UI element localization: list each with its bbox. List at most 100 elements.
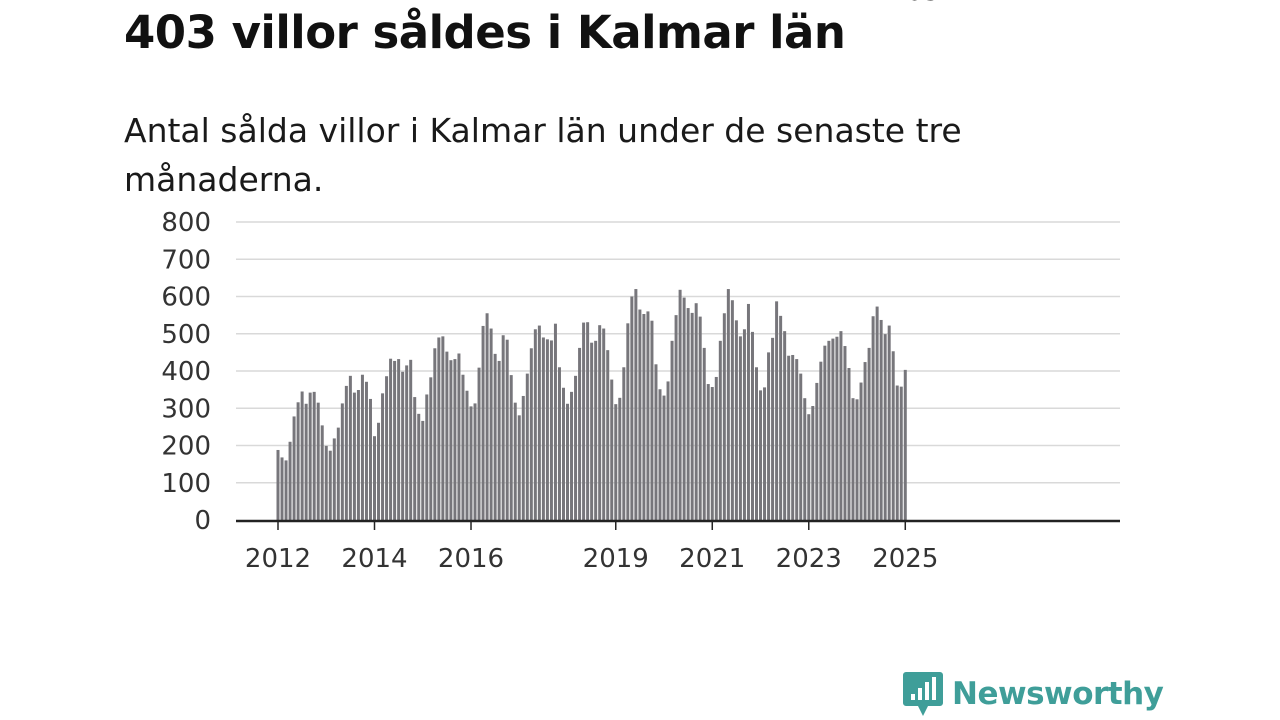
bar xyxy=(799,373,803,520)
bar xyxy=(328,450,332,520)
bar xyxy=(332,438,336,520)
bar xyxy=(843,346,847,520)
y-tick-label: 200 xyxy=(161,432,211,462)
bar xyxy=(373,436,376,520)
bar xyxy=(360,374,364,520)
bars xyxy=(276,289,907,521)
bar xyxy=(646,311,650,520)
bar xyxy=(413,397,417,520)
bar xyxy=(750,331,754,520)
bar xyxy=(899,386,903,520)
grid-lines xyxy=(236,221,1120,484)
bar xyxy=(582,322,586,520)
bar xyxy=(292,416,296,520)
bar xyxy=(344,385,348,520)
bar xyxy=(690,312,694,520)
x-tick-label: 2012 xyxy=(245,544,311,574)
brand-name: Newsworthy xyxy=(952,676,1164,712)
bar xyxy=(887,325,891,520)
bar xyxy=(767,352,771,521)
bar xyxy=(352,392,356,520)
bar xyxy=(441,336,445,520)
bar xyxy=(662,395,666,520)
bar xyxy=(525,373,529,520)
bar xyxy=(851,398,855,520)
bar xyxy=(574,375,578,520)
bar xyxy=(710,387,714,520)
bar xyxy=(421,420,425,520)
y-tick-label: 700 xyxy=(161,245,211,275)
bar xyxy=(549,340,553,520)
bar xyxy=(529,348,533,520)
bar xyxy=(517,415,521,520)
bar xyxy=(453,359,457,520)
bar xyxy=(493,353,497,520)
bar xyxy=(859,382,863,520)
bar xyxy=(276,449,280,520)
bar xyxy=(521,395,525,520)
bar xyxy=(401,371,405,520)
bar xyxy=(819,361,823,520)
bar xyxy=(348,375,352,520)
bar xyxy=(300,391,304,520)
x-axis-tick-labels: 2012 2014 2016 2019 2021 2023 2025 xyxy=(245,522,938,574)
bar xyxy=(477,367,481,520)
bar xyxy=(320,425,324,520)
bar xyxy=(437,337,441,520)
bar xyxy=(726,289,730,520)
bar xyxy=(658,389,662,520)
y-tick-label: 800 xyxy=(161,208,211,238)
bar xyxy=(650,320,654,520)
x-tick-label: 2014 xyxy=(341,544,407,574)
bar xyxy=(775,301,779,520)
bar xyxy=(541,337,545,520)
bar xyxy=(389,358,393,520)
bar xyxy=(871,316,875,520)
bar xyxy=(509,375,513,520)
bar xyxy=(501,335,505,520)
y-tick-label: 600 xyxy=(161,283,211,313)
bar xyxy=(811,406,815,520)
bar xyxy=(610,379,614,520)
bar xyxy=(497,360,501,520)
bar xyxy=(714,376,718,520)
bar xyxy=(642,314,646,520)
page-title: 403 villor såldes i Kalmar län xyxy=(124,6,846,59)
bar xyxy=(449,360,453,520)
bar xyxy=(425,394,429,520)
x-tick-label: 2025 xyxy=(872,544,938,574)
x-tick-label: 2019 xyxy=(583,544,649,574)
bar xyxy=(368,398,372,520)
bar xyxy=(296,402,300,520)
bar xyxy=(336,427,340,520)
bar xyxy=(855,399,859,520)
bar xyxy=(771,337,775,520)
bar xyxy=(779,315,783,520)
bar xyxy=(566,403,570,520)
bar xyxy=(875,306,879,520)
bar xyxy=(827,340,831,520)
bar xyxy=(557,367,561,520)
bar xyxy=(433,348,437,520)
x-tick-label: 2016 xyxy=(438,544,504,574)
bar xyxy=(682,297,686,520)
bar xyxy=(280,457,284,520)
newsworthy-chart-bubble-icon xyxy=(903,672,943,716)
x-tick-label: 2023 xyxy=(776,544,842,574)
bar xyxy=(308,392,312,520)
bar xyxy=(867,347,871,520)
y-tick-label: 300 xyxy=(161,394,211,424)
bar xyxy=(835,336,839,520)
newsworthy-logo: Newsworthy xyxy=(902,670,1164,718)
bar xyxy=(807,414,811,520)
bar xyxy=(340,403,344,520)
bar xyxy=(618,397,622,520)
y-tick-label: 400 xyxy=(161,357,211,387)
bar xyxy=(594,340,598,520)
bar xyxy=(364,381,368,520)
bar xyxy=(445,351,449,520)
bar xyxy=(513,402,517,520)
bar xyxy=(570,391,574,520)
bar xyxy=(879,319,883,520)
